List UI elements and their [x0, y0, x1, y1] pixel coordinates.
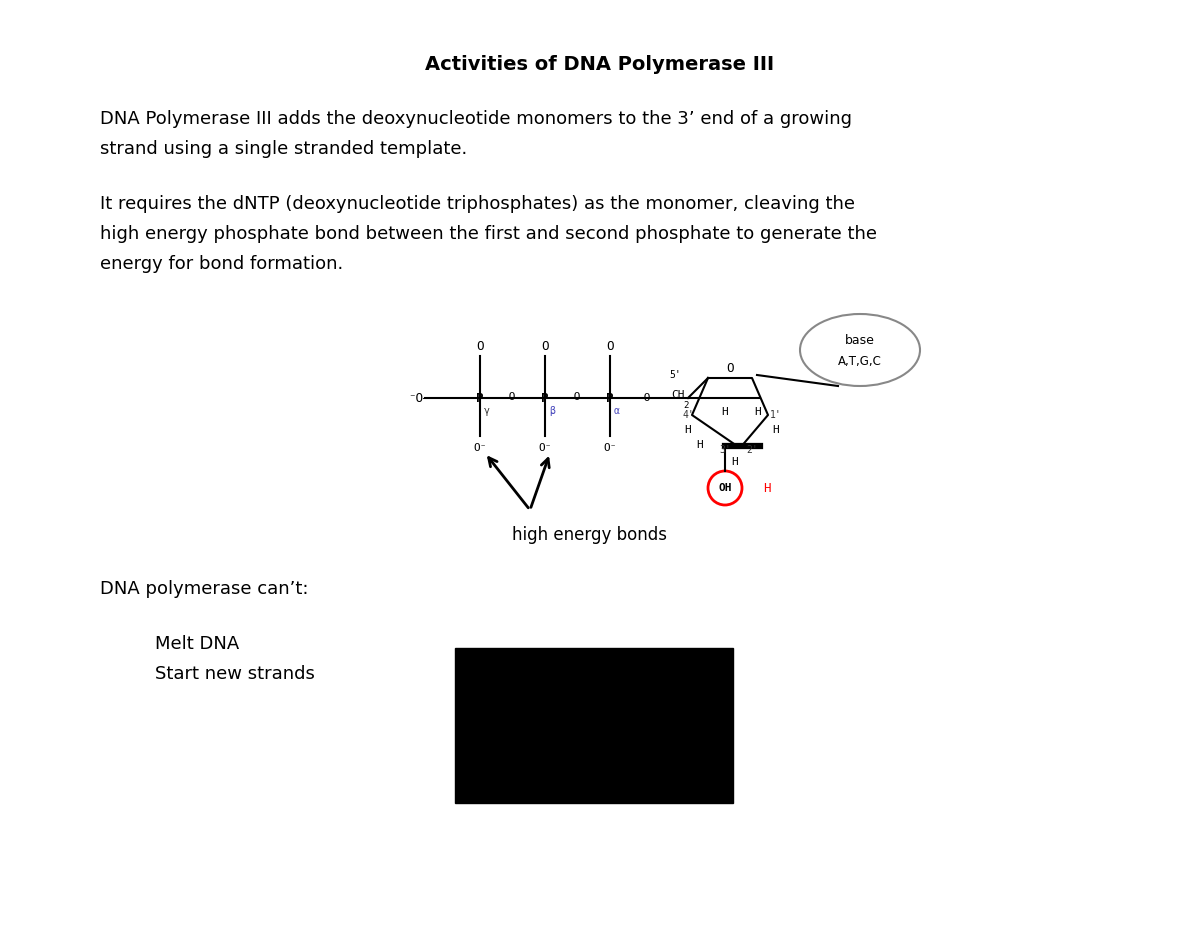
- Text: -O-: -O-: [637, 393, 658, 403]
- Text: strand using a single stranded template.: strand using a single stranded template.: [100, 140, 467, 158]
- Text: 4': 4': [682, 410, 694, 420]
- Text: high energy phosphate bond between the first and second phosphate to generate th: high energy phosphate bond between the f…: [100, 225, 877, 243]
- Text: DNA polymerase can’t:: DNA polymerase can’t:: [100, 580, 308, 598]
- Text: It requires the dNTP (deoxynucleotide triphosphates) as the monomer, cleaving th: It requires the dNTP (deoxynucleotide tr…: [100, 195, 854, 213]
- Bar: [455, 648, 733, 803]
- Text: DNA Polymerase III adds the deoxynucleotide monomers to the 3’ end of a growing: DNA Polymerase III adds the deoxynucleot…: [100, 110, 852, 128]
- Text: O⁻: O⁻: [473, 443, 487, 453]
- Text: -O-: -O-: [502, 392, 522, 402]
- Text: A,T,G,C: A,T,G,C: [838, 355, 882, 369]
- Text: Activities of DNA Polymerase III: Activities of DNA Polymerase III: [426, 55, 774, 74]
- Text: O⁻: O⁻: [539, 443, 552, 453]
- Text: P: P: [476, 391, 484, 404]
- Text: O: O: [541, 339, 548, 352]
- Text: O: O: [606, 339, 613, 352]
- Text: O⁻: O⁻: [604, 443, 617, 453]
- Text: H: H: [755, 407, 761, 417]
- Text: energy for bond formation.: energy for bond formation.: [100, 255, 343, 273]
- Text: Melt DNA: Melt DNA: [155, 635, 239, 653]
- Text: α: α: [614, 406, 620, 416]
- Text: ⁻O–: ⁻O–: [409, 391, 431, 404]
- Text: -O-: -O-: [566, 392, 587, 402]
- Text: O: O: [726, 362, 733, 375]
- Text: H: H: [732, 457, 738, 467]
- Text: O: O: [476, 339, 484, 352]
- Text: high energy bonds: high energy bonds: [512, 526, 667, 544]
- Text: 5': 5': [670, 370, 680, 380]
- Text: base: base: [845, 334, 875, 347]
- Text: H: H: [763, 481, 770, 494]
- Text: P: P: [606, 391, 613, 404]
- Text: H: H: [697, 440, 703, 450]
- Text: β: β: [550, 406, 554, 416]
- Text: H: H: [685, 425, 691, 435]
- Text: γ: γ: [484, 406, 490, 416]
- Text: P: P: [541, 391, 548, 404]
- Text: CH: CH: [671, 390, 685, 400]
- Text: OH: OH: [719, 483, 732, 493]
- Text: H: H: [721, 407, 728, 417]
- Text: H: H: [773, 425, 779, 435]
- Text: 2: 2: [683, 400, 689, 410]
- Text: 3': 3': [719, 445, 731, 455]
- Text: 1': 1': [770, 410, 782, 420]
- Text: Start new strands: Start new strands: [155, 665, 314, 683]
- Text: 2': 2': [746, 445, 758, 455]
